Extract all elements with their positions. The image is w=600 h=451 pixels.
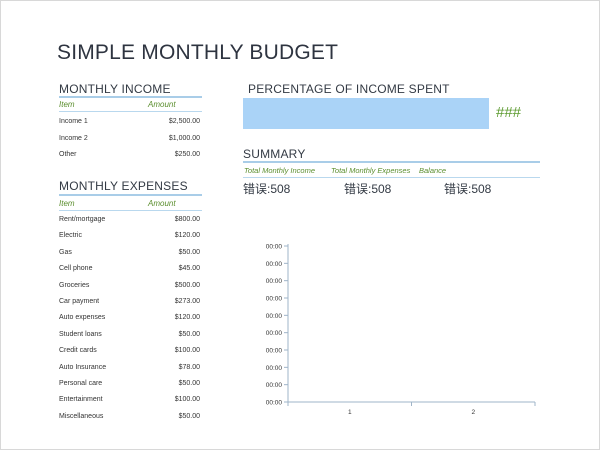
income-row-amount: $1,000.00: [168, 134, 200, 142]
expense-row-label: Rent/mortgage: [59, 216, 106, 223]
expense-row-label: Gas: [59, 248, 72, 256]
expense-row: Car payment $273.00: [59, 298, 200, 310]
expense-row: Rent/mortgage $800.00: [59, 216, 200, 228]
chart-y-tick-label: 00:00: [266, 382, 283, 389]
expenses-heading-rule: [59, 194, 202, 196]
income-row-label: Other: [59, 151, 77, 158]
expense-row: Credit cards $100.00: [59, 347, 200, 359]
expense-row: Personal care $50.00: [59, 380, 200, 392]
expenses-col-item: Item: [59, 199, 75, 208]
percentage-bar: [243, 98, 489, 129]
expense-row-label: Groceries: [59, 281, 90, 289]
expense-row: Auto expenses $120.00: [59, 314, 200, 326]
income-heading-rule: [59, 96, 202, 98]
expense-row-label: Car payment: [59, 298, 100, 305]
expense-row-amount: $800.00: [174, 216, 200, 223]
summary-header-expenses: Total Monthly Expenses: [331, 166, 411, 175]
expense-row-amount: $120.00: [174, 232, 200, 240]
expense-row-amount: $100.00: [174, 396, 200, 404]
expenses-col-amount: Amount: [148, 199, 176, 208]
expense-row-amount: $273.00: [174, 298, 200, 305]
income-row-amount: $250.00: [174, 151, 200, 158]
expense-row-amount: $100.00: [174, 347, 200, 355]
summary-heading-rule: [243, 161, 540, 163]
income-row: Income 2 $1,000.00: [59, 135, 200, 147]
income-heading: MONTHLY INCOME: [59, 82, 171, 96]
chart-x-tick-label: 1: [348, 409, 352, 416]
income-row-label: Income 1: [59, 118, 88, 125]
expense-row-label: Electric: [59, 232, 82, 240]
income-header-rule: [59, 111, 202, 112]
expense-row-label: Cell phone: [59, 265, 93, 273]
income-row-label: Income 2: [59, 134, 88, 142]
expense-row-amount: $50.00: [178, 330, 200, 338]
chart-y-tick-label: 00:00: [266, 278, 283, 285]
percentage-heading: PERCENTAGE OF INCOME SPENT: [248, 82, 450, 96]
summary-header-rule: [243, 177, 540, 178]
expense-row: Miscellaneous $50.00: [59, 413, 200, 425]
expense-row-label: Auto Insurance: [59, 363, 107, 371]
expense-row: Gas $50.00: [59, 249, 200, 261]
chart-y-tick-label: 00:00: [266, 261, 283, 268]
expense-row-amount: $120.00: [174, 314, 200, 322]
chart-y-tick-label: 00:00: [266, 313, 283, 320]
chart-y-tick-label: 00:00: [266, 330, 283, 337]
expense-row-label: Personal care: [59, 380, 103, 387]
expenses-heading: MONTHLY EXPENSES: [59, 179, 188, 193]
expense-row-amount: $500.00: [174, 281, 200, 289]
expense-row-label: Student loans: [59, 330, 102, 338]
summary-value-expenses: 错误:508: [344, 182, 392, 196]
expense-row: Student loans $50.00: [59, 331, 200, 343]
chart-x-tick-label: 2: [471, 409, 475, 416]
expense-row-amount: $78.00: [178, 363, 200, 371]
expense-row-amount: $50.00: [178, 412, 200, 420]
expense-row-label: Auto expenses: [59, 314, 106, 322]
chart-y-tick-label: 00:00: [266, 400, 283, 407]
summary-header-balance: Balance: [419, 166, 447, 175]
expense-row-amount: $45.00: [178, 265, 200, 273]
chart-y-tick-label: 00:00: [266, 244, 283, 251]
expense-row-amount: $50.00: [178, 380, 200, 387]
summary-value-balance: 错误:508: [444, 182, 492, 196]
income-row-amount: $2,500.00: [168, 118, 200, 125]
income-row: Income 1 $2,500.00: [59, 118, 200, 130]
chart-y-tick-label: 00:00: [266, 296, 283, 303]
income-row: Other $250.00: [59, 151, 200, 163]
income-col-amount: Amount: [148, 100, 176, 109]
expense-row: Groceries $500.00: [59, 282, 200, 294]
income-col-item: Item: [59, 100, 75, 109]
summary-heading: SUMMARY: [243, 147, 306, 161]
expense-row: Cell phone $45.00: [59, 265, 200, 277]
expense-row: Entertainment $100.00: [59, 396, 200, 408]
expense-row-label: Entertainment: [59, 396, 103, 404]
expense-row: Auto Insurance $78.00: [59, 364, 200, 376]
expense-row-label: Credit cards: [59, 347, 97, 355]
expense-row-amount: $50.00: [178, 248, 200, 256]
summary-header-income: Total Monthly Income: [244, 166, 316, 175]
summary-value-income: 错误:508: [243, 182, 291, 196]
page-title: SIMPLE MONTHLY BUDGET: [57, 41, 339, 64]
expense-row: Electric $120.00: [59, 232, 200, 244]
chart-y-tick-label: 00:00: [266, 348, 283, 355]
percentage-value: ###: [496, 104, 522, 121]
expenses-header-rule: [59, 210, 202, 211]
expense-row-label: Miscellaneous: [59, 412, 104, 420]
chart-y-tick-label: 00:00: [266, 365, 283, 372]
